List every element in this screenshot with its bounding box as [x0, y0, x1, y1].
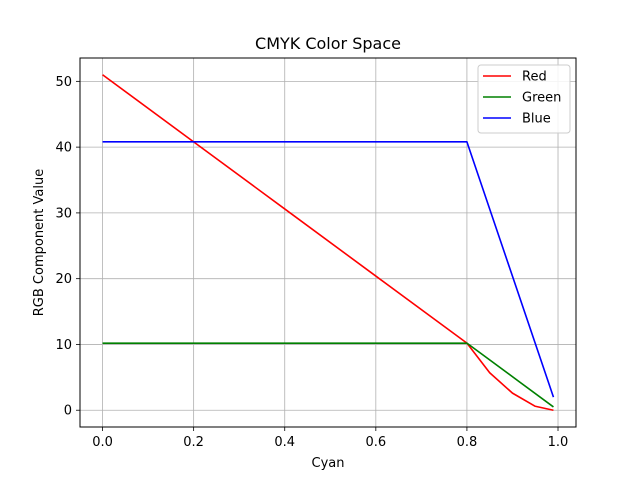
- y-tick-label: 50: [55, 75, 72, 90]
- legend-label-blue: Blue: [522, 112, 551, 127]
- series-line-blue: [102, 141, 555, 398]
- chart-title: CMYK Color Space: [255, 34, 401, 53]
- y-tick-label: 0: [64, 404, 72, 419]
- x-tick-label: 0.2: [183, 435, 204, 450]
- legend-label-green: Green: [522, 91, 561, 106]
- legend: Red Green Blue: [477, 64, 571, 134]
- legend-label-red: Red: [522, 70, 547, 85]
- ticks: 0.0 0.2 0.4 0.6 0.8 1.0 0 10 20 30 40 50: [55, 75, 568, 450]
- y-tick-label: 30: [55, 206, 72, 221]
- x-tick-label: 0.6: [365, 435, 386, 450]
- series-line-green: [102, 342, 554, 408]
- y-tick-label: 20: [55, 272, 72, 287]
- x-tick-label: 0.0: [92, 435, 113, 450]
- y-axis-label: RGB Component Value: [32, 169, 47, 316]
- y-tick-label: 40: [55, 141, 72, 156]
- legend-box: [477, 64, 571, 134]
- plot-frame: [79, 57, 577, 428]
- x-tick-label: 0.8: [457, 435, 478, 450]
- x-tick-label: 1.0: [548, 435, 569, 450]
- y-tick-label: 10: [55, 338, 72, 353]
- x-axis-label: Cyan: [312, 456, 345, 471]
- x-tick-label: 0.4: [274, 435, 295, 450]
- series-lines: [102, 74, 555, 412]
